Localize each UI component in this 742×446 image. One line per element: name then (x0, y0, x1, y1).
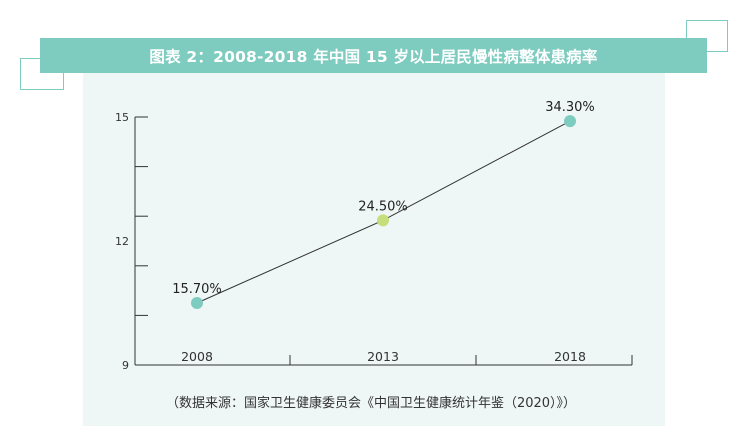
x-tick-label: 2018 (554, 349, 586, 364)
x-tick-label: 2013 (367, 349, 399, 364)
x-tick-label: 2008 (181, 349, 213, 364)
data-point (377, 214, 389, 227)
data-point (191, 297, 203, 309)
data-label: 34.30% (545, 100, 595, 115)
data-label: 15.70% (172, 282, 222, 297)
chart-panel (83, 40, 665, 426)
y-tick-label: 9 (122, 359, 129, 372)
data-label: 24.50% (358, 199, 408, 214)
y-tick-label: 15 (115, 111, 129, 124)
data-point (564, 115, 576, 128)
chart-title-bar: 图表 2：2008-2018 年中国 15 岁以上居民慢性病整体患病率 (40, 38, 707, 73)
y-tick-label: 12 (115, 235, 129, 248)
chart-title: 图表 2：2008-2018 年中国 15 岁以上居民慢性病整体患病率 (149, 47, 598, 66)
source-note: （数据来源：国家卫生健康委员会《中国卫生健康统计年鉴（2020）》） (165, 396, 577, 411)
